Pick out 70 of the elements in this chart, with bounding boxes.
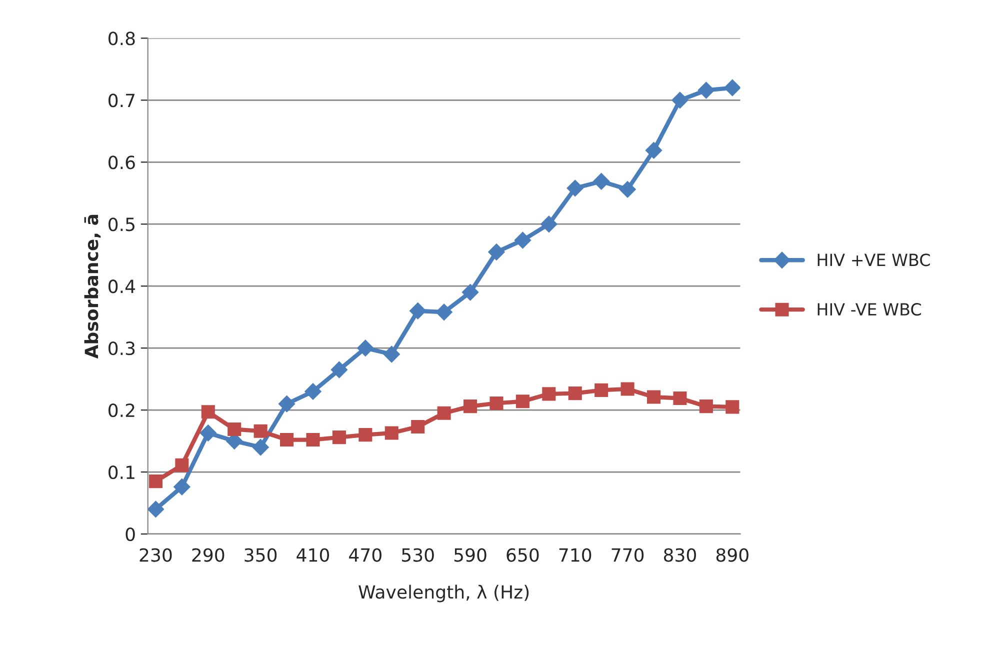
y-tick-label: 0.5 xyxy=(108,218,134,232)
point xyxy=(592,172,610,190)
x-tick-label: 530 xyxy=(402,548,434,562)
y-tick-label: 0.3 xyxy=(108,342,135,356)
legend-label: HIV +VE WBC xyxy=(818,254,930,266)
point xyxy=(436,304,452,320)
y-tick-label: 0.7 xyxy=(108,94,135,108)
y-tick-label: 0.6 xyxy=(108,156,135,170)
y-tick-label: 0.2 xyxy=(108,404,134,418)
x-tick-label: 890 xyxy=(716,548,748,562)
point xyxy=(332,430,346,444)
point xyxy=(619,181,636,198)
point xyxy=(699,400,713,414)
point xyxy=(726,400,740,414)
point xyxy=(673,391,687,406)
point xyxy=(566,180,584,197)
point xyxy=(200,424,217,442)
x-tick-label: 230 xyxy=(140,548,172,562)
point xyxy=(278,395,296,412)
x-tick-label: 770 xyxy=(612,548,644,562)
point xyxy=(594,383,608,397)
x-tick-label: 470 xyxy=(349,548,382,562)
y-tick-label: 0.1 xyxy=(108,465,134,480)
point xyxy=(411,420,425,434)
point xyxy=(304,383,322,400)
point xyxy=(148,474,162,488)
x-tick-label: 650 xyxy=(506,548,539,562)
point xyxy=(464,400,478,414)
y-tick-label: 0.8 xyxy=(108,32,135,46)
point xyxy=(409,302,426,320)
x-tick-label: 590 xyxy=(454,548,486,562)
point xyxy=(568,386,582,400)
point xyxy=(540,216,558,232)
point xyxy=(357,340,374,356)
point xyxy=(254,424,268,438)
point xyxy=(252,438,269,456)
point xyxy=(462,284,479,301)
point xyxy=(175,458,189,472)
point xyxy=(330,361,348,378)
point xyxy=(228,422,242,436)
point xyxy=(306,433,320,447)
point xyxy=(201,405,215,419)
point xyxy=(646,390,661,404)
x-tick-label: 350 xyxy=(244,548,277,562)
x-tick-label: 410 xyxy=(296,548,330,562)
point xyxy=(174,478,190,496)
y-tick-label: 0.4 xyxy=(108,280,136,294)
y-tick-label: 0 xyxy=(126,527,135,542)
point xyxy=(516,394,530,408)
point xyxy=(358,428,372,442)
point xyxy=(384,426,398,440)
point xyxy=(490,396,504,410)
point xyxy=(437,406,451,420)
point xyxy=(698,82,715,99)
y-axis-title: Absorbance, ā xyxy=(84,214,101,359)
x-tick-label: 290 xyxy=(192,548,224,562)
point xyxy=(645,142,662,159)
point xyxy=(542,387,556,401)
point xyxy=(620,382,634,396)
point xyxy=(383,346,400,363)
point xyxy=(488,244,505,260)
x-tick-label: 710 xyxy=(559,548,592,562)
legend-label: HIV -VE WBC xyxy=(818,303,921,316)
point xyxy=(514,232,532,249)
x-tick-label: 830 xyxy=(664,548,696,562)
point xyxy=(148,500,164,518)
x-axis-title: Wavelength, λ (Hz) xyxy=(358,584,529,602)
point xyxy=(280,433,294,447)
point xyxy=(672,92,688,109)
point xyxy=(724,79,740,96)
